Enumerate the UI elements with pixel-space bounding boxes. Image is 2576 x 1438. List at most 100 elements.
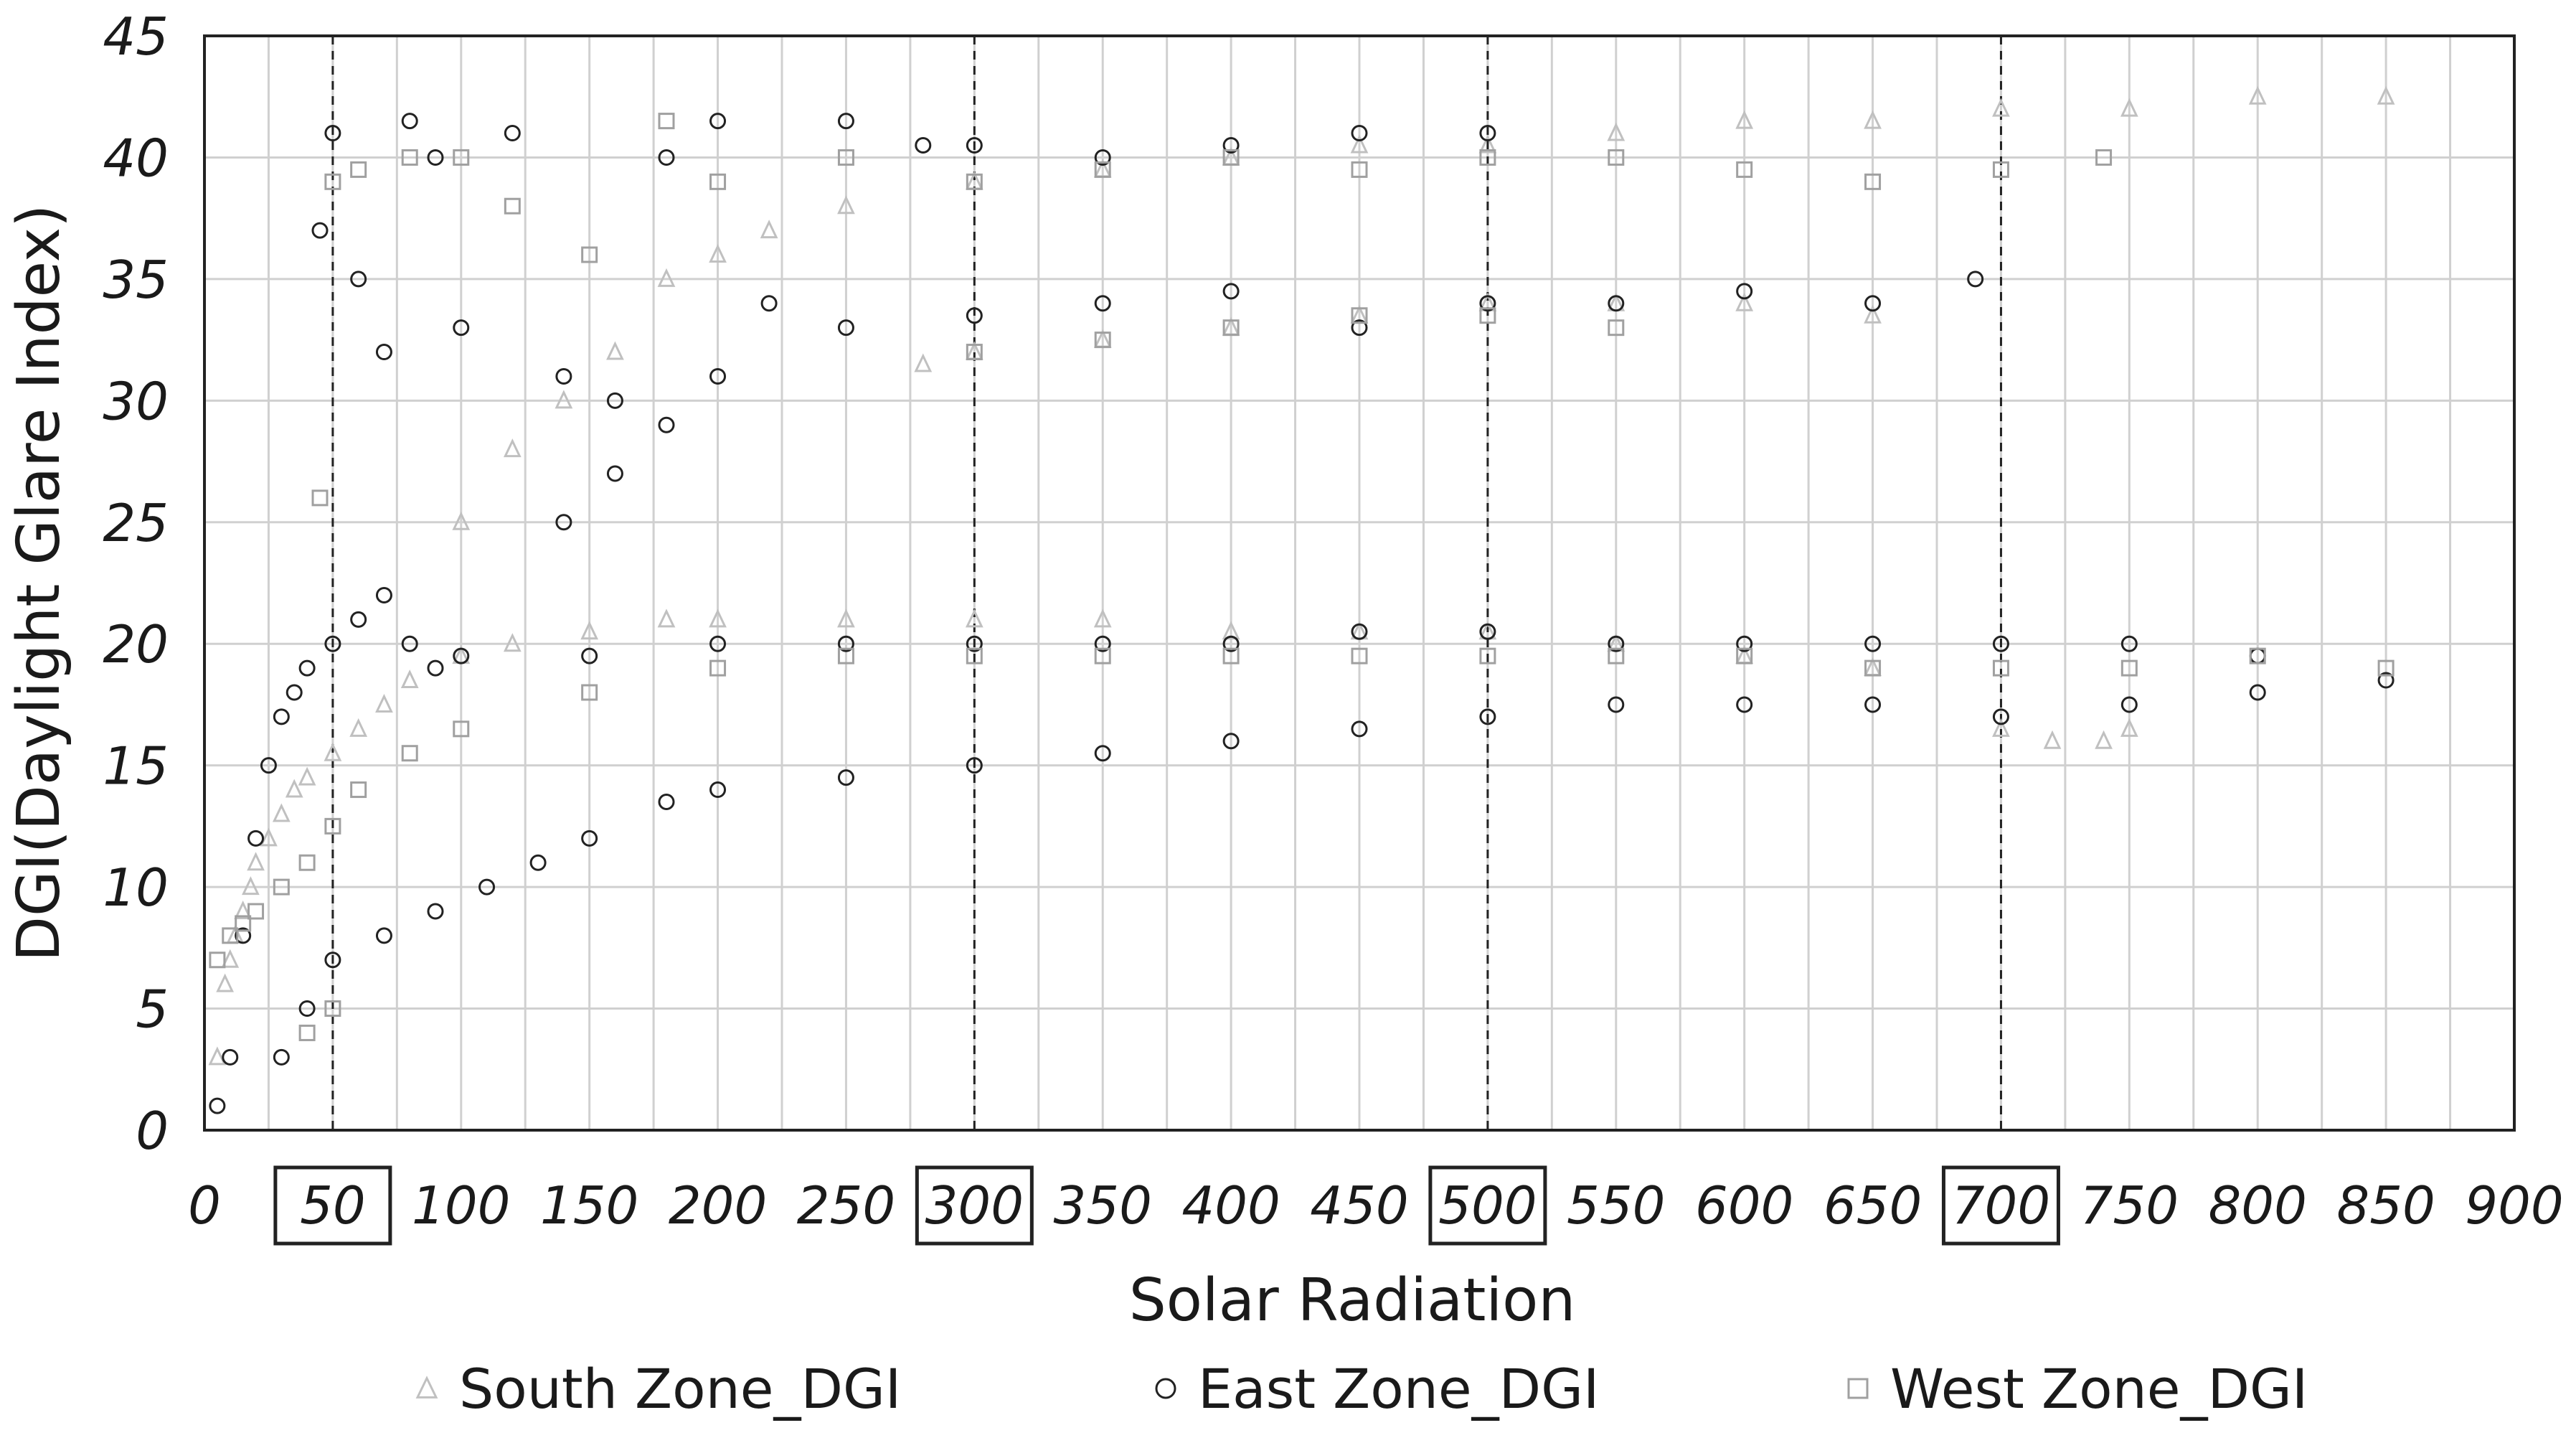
legend-item-square: West Zone_DGI xyxy=(1847,1357,2308,1421)
data-point xyxy=(1479,307,1496,324)
data-point xyxy=(247,903,265,920)
data-point xyxy=(247,830,265,847)
data-point xyxy=(914,353,933,372)
data-point xyxy=(1992,718,2010,737)
data-point xyxy=(2095,149,2113,166)
data-point xyxy=(1094,149,1111,166)
data-point xyxy=(273,878,290,896)
data-point xyxy=(965,608,983,628)
data-point xyxy=(298,766,316,786)
x-tick-label: 800 xyxy=(2209,1175,2307,1236)
data-point xyxy=(1093,608,1112,628)
data-point xyxy=(286,684,303,701)
data-point xyxy=(242,876,260,896)
data-point xyxy=(1992,635,2009,652)
data-point xyxy=(658,416,675,433)
data-point xyxy=(1608,647,1625,664)
data-point xyxy=(324,742,342,761)
x-tick-label: 600 xyxy=(1695,1175,1793,1236)
data-point xyxy=(837,319,854,337)
data-point xyxy=(658,113,675,130)
legend-item-triangle: South Zone_DGI xyxy=(415,1357,901,1421)
reference-lines xyxy=(331,36,2002,1130)
data-point xyxy=(2248,85,2267,105)
data-point xyxy=(260,757,277,774)
data-point xyxy=(503,438,522,458)
data-point xyxy=(209,951,226,969)
data-point xyxy=(1608,696,1625,713)
data-point xyxy=(1735,110,1754,129)
legend-triangle-marker xyxy=(415,1376,438,1399)
data-point xyxy=(2377,672,2395,689)
data-point xyxy=(216,973,234,992)
y-tick-label: 10 xyxy=(103,857,169,918)
data-point xyxy=(375,693,393,713)
data-point xyxy=(966,307,983,324)
data-point xyxy=(1607,122,1626,141)
x-tick-label: 900 xyxy=(2465,1175,2563,1236)
data-point xyxy=(401,149,418,166)
data-point xyxy=(1351,161,1368,178)
data-point xyxy=(2043,730,2062,749)
x-tick-box-700 xyxy=(1941,1165,2060,1246)
data-point xyxy=(1351,319,1368,337)
data-point xyxy=(966,137,983,154)
x-tick-label: 100 xyxy=(412,1175,510,1236)
data-point xyxy=(2120,659,2138,677)
data-point xyxy=(235,915,252,932)
x-tick-label: 500 xyxy=(1438,1175,1537,1236)
data-point xyxy=(400,669,419,689)
legend: South Zone_DGI East Zone_DGI West Zone_DGI xyxy=(415,1357,2308,1421)
x-tick-box-300 xyxy=(915,1165,1034,1246)
x-tick-label: 50 xyxy=(300,1175,366,1236)
data-point xyxy=(324,635,341,652)
x-tick-label: 200 xyxy=(669,1175,767,1236)
data-point xyxy=(606,392,623,409)
data-point xyxy=(1736,161,1753,178)
x-tick-label: 350 xyxy=(1054,1175,1152,1236)
data-point xyxy=(221,949,240,968)
data-point xyxy=(709,367,727,385)
data-point xyxy=(1479,149,1496,166)
data-point xyxy=(1351,125,1368,142)
data-point xyxy=(837,635,854,652)
data-point xyxy=(555,514,572,531)
data-point xyxy=(401,745,418,762)
data-point xyxy=(581,647,598,664)
data-point xyxy=(1222,733,1240,750)
data-point xyxy=(1992,161,2009,178)
y-tick-label: 45 xyxy=(103,6,169,67)
data-point xyxy=(1094,295,1111,312)
data-point xyxy=(504,125,521,142)
data-point xyxy=(1351,623,1368,640)
data-point xyxy=(657,268,676,287)
data-point xyxy=(222,1048,239,1066)
data-point xyxy=(1736,647,1753,664)
data-point xyxy=(1094,332,1111,349)
data-point xyxy=(1992,659,2009,677)
data-point xyxy=(1479,647,1496,664)
data-point xyxy=(658,149,675,166)
data-point xyxy=(375,344,392,361)
data-point xyxy=(311,489,329,507)
data-point xyxy=(2120,98,2138,117)
data-point xyxy=(837,769,854,786)
legend-square-marker xyxy=(1847,1378,1869,1399)
data-point xyxy=(966,635,983,652)
data-point xyxy=(1864,295,1882,312)
y-tick-label: 35 xyxy=(103,250,169,310)
data-point xyxy=(1478,134,1497,154)
data-point xyxy=(427,659,444,677)
x-tick-label: 550 xyxy=(1567,1175,1665,1236)
data-point xyxy=(311,222,329,239)
data-point xyxy=(298,659,316,677)
data-point xyxy=(453,149,470,166)
data-point xyxy=(273,708,290,725)
data-point xyxy=(324,951,341,969)
data-point xyxy=(324,125,341,142)
x-tick-label: 650 xyxy=(1824,1175,1922,1236)
data-point xyxy=(1608,319,1625,337)
data-point xyxy=(453,720,470,738)
data-point xyxy=(1735,292,1754,311)
